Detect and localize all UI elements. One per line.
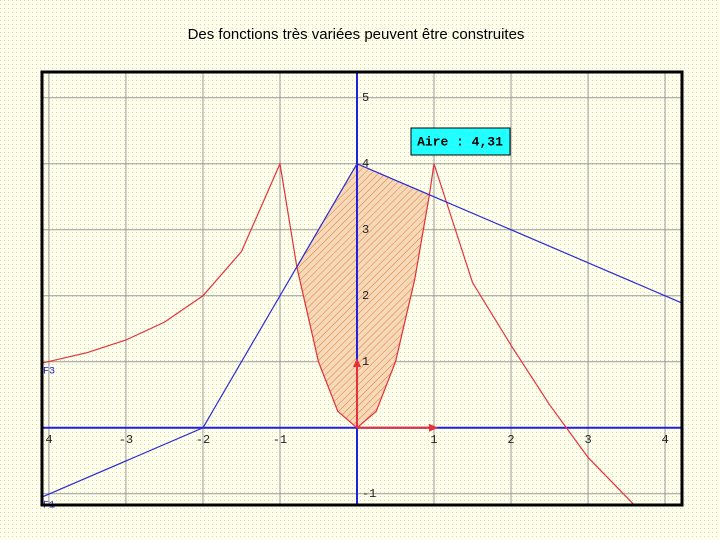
y-tick-label: 2 (362, 289, 369, 303)
x-tick-label: 3 (584, 433, 591, 447)
curve (42, 161, 635, 505)
y-tick-label: 5 (362, 91, 369, 105)
x-tick-label: -2 (196, 433, 210, 447)
series-label: F3 (43, 367, 55, 378)
arrow-head (352, 358, 361, 367)
x-tick-label: 4 (661, 433, 668, 447)
x-tick-label: 1 (430, 433, 437, 447)
arrow-head (429, 423, 438, 432)
annotation: Aire : 4,31 (417, 134, 503, 149)
y-tick-label: 1 (362, 355, 369, 369)
x-tick-label: 4 (45, 433, 52, 447)
y-tick-label: 4 (362, 157, 369, 171)
y-tick-label: 3 (362, 223, 369, 237)
annotation-box (410, 127, 511, 156)
title: Des fonctions très variées peuvent être … (188, 26, 525, 43)
x-tick-label: -1 (273, 433, 287, 447)
y-tick-label: -1 (362, 487, 376, 501)
x-tick-label: -3 (119, 433, 133, 447)
curve (42, 162, 682, 498)
x-tick-label: 2 (507, 433, 514, 447)
frame (40, 70, 684, 507)
